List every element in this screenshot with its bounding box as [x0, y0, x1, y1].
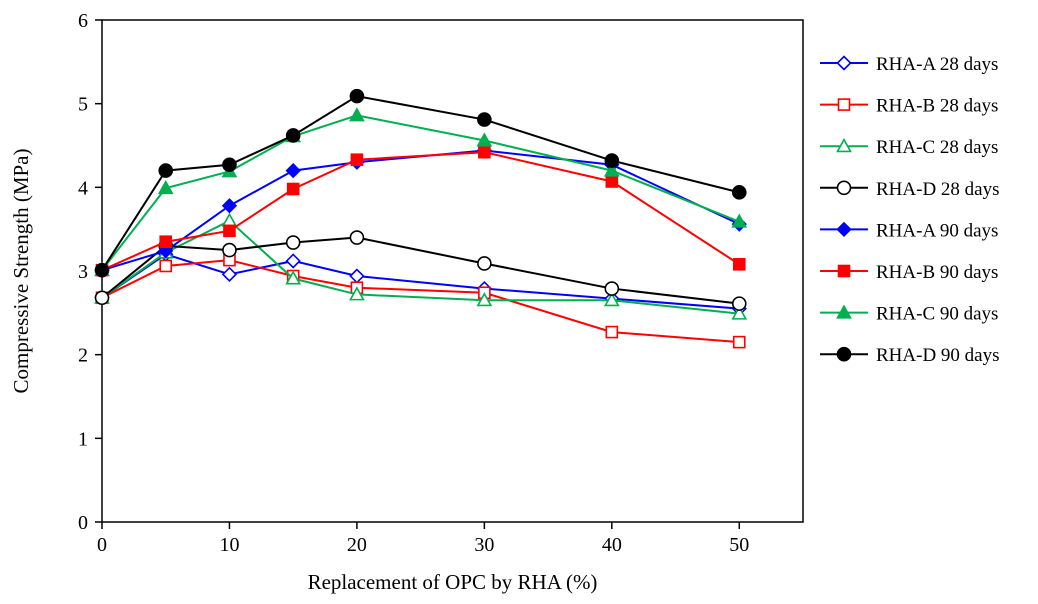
legend: RHA-A 28 days RHA-B 28 days RHA-C 28 days R…	[820, 54, 1000, 366]
data-point	[349, 107, 365, 122]
data-point	[477, 112, 492, 127]
plot-frame	[101, 19, 804, 523]
legend-label: RHA-A 28 days	[876, 54, 998, 75]
data-point	[476, 132, 493, 147]
data-point	[605, 325, 619, 339]
data-point	[349, 88, 365, 104]
series-line	[101, 219, 740, 315]
series-line	[101, 114, 740, 271]
data-point	[157, 180, 174, 195]
x-tick-label: 20	[347, 534, 367, 556]
data-point	[350, 153, 364, 167]
legend-label: RHA-C 90 days	[876, 304, 998, 325]
series-rha-d-90-days	[94, 88, 747, 278]
data-point	[158, 163, 174, 178]
y-tick-label: 5	[78, 94, 88, 116]
data-point	[732, 258, 746, 271]
legend-label: RHA-D 28 days	[876, 179, 1000, 200]
legend-marker	[836, 304, 852, 319]
data-point	[731, 305, 748, 320]
series-rha-b-90-days	[95, 145, 746, 277]
data-point	[159, 259, 173, 273]
data-point	[731, 296, 747, 311]
legend-marker	[837, 98, 851, 111]
x-tick-label: 30	[474, 534, 494, 556]
data-point	[349, 286, 365, 301]
series-line	[101, 149, 740, 272]
y-axis-title: Compressive Strength (MPa)	[9, 149, 33, 394]
legend-item: RHA-C 90 days	[820, 304, 998, 325]
data-point	[222, 157, 237, 173]
legend-item: RHA-A 28 days	[820, 54, 998, 75]
data-point	[731, 185, 747, 200]
series-line	[101, 253, 740, 310]
x-tick-label: 10	[219, 534, 239, 556]
data-point	[221, 266, 238, 282]
data-point	[285, 235, 301, 250]
x-tick-label: 0	[97, 534, 107, 556]
x-tick-label: 40	[602, 534, 622, 556]
data-point	[159, 235, 173, 249]
data-point	[476, 292, 493, 307]
data-point	[603, 162, 620, 177]
legend-label: RHA-D 90 days	[876, 345, 1000, 366]
x-axis-title: Replacement of OPC by RHA (%)	[308, 570, 598, 594]
data-point	[605, 175, 619, 188]
data-point	[604, 153, 620, 168]
data-point	[221, 212, 238, 227]
series-rha-c-28-days	[94, 212, 748, 320]
series-line	[101, 236, 740, 305]
data-point	[94, 290, 110, 306]
data-point	[478, 145, 491, 159]
y-tick-label: 0	[78, 512, 88, 534]
data-point	[477, 256, 492, 271]
legend-marker	[836, 55, 852, 71]
data-point	[604, 281, 620, 296]
series-rha-c-90-days	[94, 107, 748, 277]
data-point	[285, 253, 301, 269]
data-point	[223, 224, 236, 238]
axes: 0 10 20 30 40 50 0 1 2 3 4 5 6	[78, 10, 804, 556]
y-tick-label: 3	[78, 261, 88, 283]
series-rha-a-90-days	[94, 142, 747, 278]
data-point	[286, 182, 300, 196]
data-point	[285, 128, 301, 143]
data-point	[731, 213, 748, 228]
series-layer	[94, 88, 748, 349]
x-tick-label: 50	[729, 534, 749, 556]
legend-item: RHA-D 90 days	[820, 345, 1000, 366]
legend-label: RHA-A 90 days	[876, 220, 998, 241]
series-line	[101, 95, 740, 271]
data-point	[603, 292, 620, 307]
legend-marker	[836, 346, 852, 362]
y-tick-label: 6	[78, 10, 88, 32]
data-point	[285, 270, 302, 285]
legend-marker	[836, 180, 852, 196]
y-tick-label: 2	[78, 345, 88, 367]
legend-item: RHA-C 28 days	[820, 137, 998, 158]
legend-marker	[837, 264, 851, 278]
data-point	[222, 242, 237, 258]
data-point	[732, 335, 746, 349]
legend-item: RHA-B 28 days	[820, 96, 998, 117]
series-line	[101, 151, 740, 272]
legend-marker	[836, 221, 852, 238]
series-line	[101, 259, 740, 344]
legend-item: RHA-B 90 days	[820, 262, 998, 283]
data-point	[349, 268, 365, 284]
legend-marker	[836, 138, 852, 153]
data-point	[94, 262, 110, 278]
legend-label: RHA-B 28 days	[876, 96, 998, 117]
data-point	[349, 230, 365, 245]
data-point	[285, 162, 301, 179]
y-tick-label: 4	[78, 177, 88, 199]
legend-item: RHA-D 28 days	[820, 179, 1000, 200]
legend-label: RHA-C 28 days	[876, 137, 998, 158]
data-point	[221, 198, 238, 214]
legend-label: RHA-B 90 days	[876, 262, 998, 283]
legend-item: RHA-A 90 days	[820, 220, 998, 241]
y-tick-label: 1	[78, 428, 88, 450]
